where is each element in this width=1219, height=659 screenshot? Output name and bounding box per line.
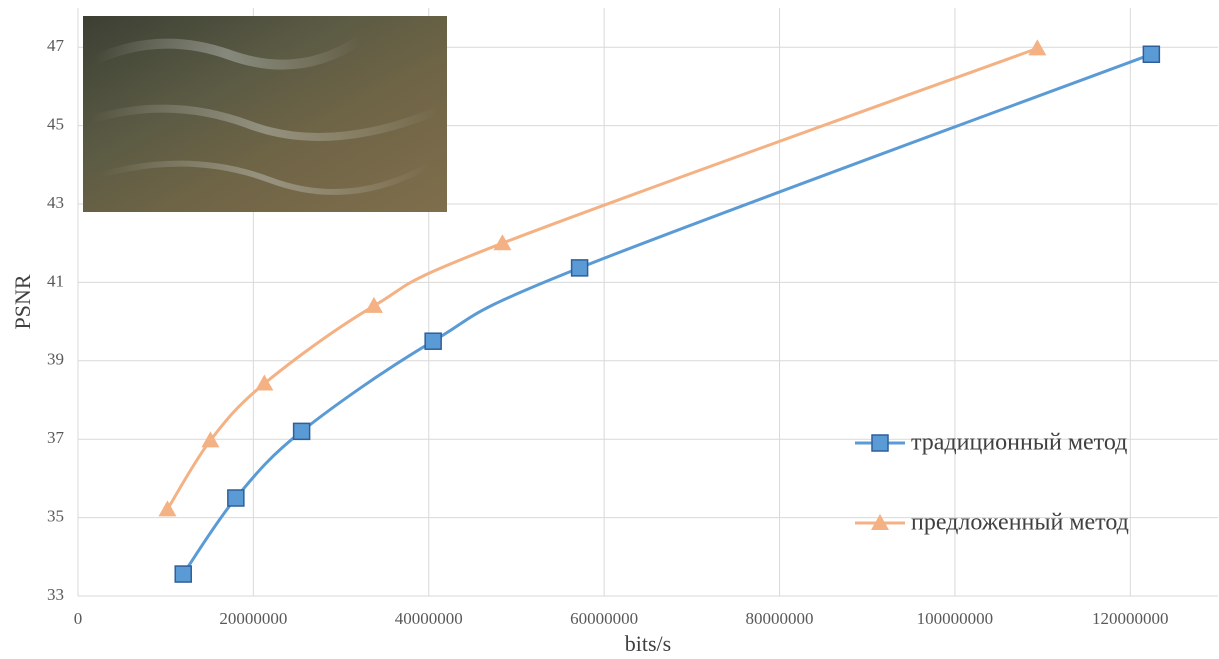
y-tick-label: 45 — [47, 115, 64, 134]
y-tick-label: 43 — [47, 193, 64, 212]
y-tick-label: 37 — [47, 428, 65, 447]
inset-photo — [83, 16, 447, 212]
legend-label: предложенный метод — [911, 510, 1129, 536]
y-tick-label: 33 — [47, 585, 64, 604]
marker — [228, 490, 244, 506]
y-tick-label: 39 — [47, 350, 64, 369]
x-tick-label: 20000000 — [219, 609, 287, 628]
y-tick-label: 47 — [47, 36, 65, 55]
y-tick-label: 41 — [47, 271, 64, 290]
x-axis-title: bits/s — [625, 631, 671, 656]
marker — [158, 500, 176, 516]
marker — [425, 333, 441, 349]
marker — [175, 566, 191, 582]
x-tick-label: 40000000 — [395, 609, 463, 628]
marker — [872, 435, 888, 451]
marker — [294, 423, 310, 439]
chart: PSNR bits/s 33 35 37 39 41 43 45 47 0 20000000 400… — [0, 0, 1219, 659]
x-tick-label: 100000000 — [917, 609, 994, 628]
marker — [572, 260, 588, 276]
x-tick-label: 80000000 — [746, 609, 814, 628]
legend-label: традиционный метод — [911, 430, 1127, 456]
marker — [365, 297, 383, 313]
y-tick-label: 35 — [47, 507, 64, 526]
y-axis-title: PSNR — [10, 274, 35, 329]
marker — [1143, 46, 1159, 62]
x-tick-label: 120000000 — [1092, 609, 1169, 628]
x-tick-label: 0 — [74, 609, 83, 628]
x-tick-label: 60000000 — [570, 609, 638, 628]
